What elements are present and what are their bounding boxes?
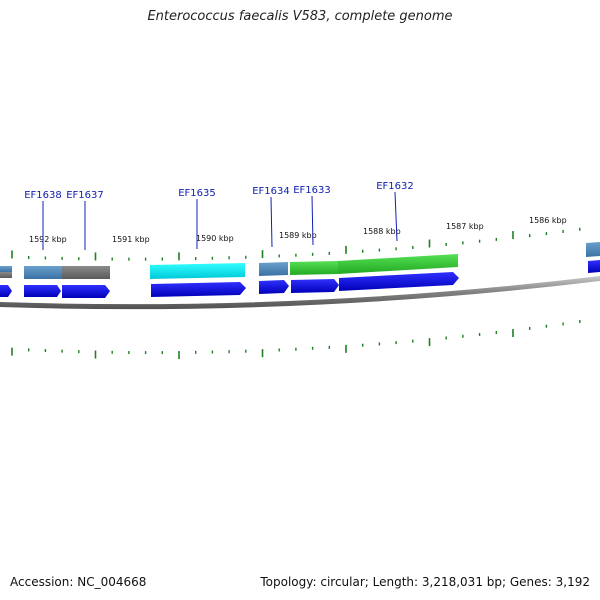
cds-arrow-track (0, 260, 600, 298)
cds-arrow-ef1633[interactable] (291, 279, 339, 293)
gene-label-ef1637[interactable]: EF1637 (66, 190, 104, 201)
gene-feature-track (0, 242, 600, 279)
tick-label-1587kbp: 1587 kbp (446, 222, 484, 231)
gene-block-ef1635[interactable] (150, 263, 245, 279)
tick-label-1589kbp: 1589 kbp (279, 231, 317, 240)
upper-tick-marks (11, 227, 581, 261)
gene-block-left-edge-gray[interactable] (0, 272, 12, 278)
genome-summary: Topology: circular; Length: 3,218,031 bp… (260, 575, 590, 589)
leader-line-ef1632 (394, 191, 398, 242)
cds-arrow-ef1635[interactable] (151, 282, 246, 297)
gene-label-ef1635[interactable]: EF1635 (178, 188, 216, 199)
cds-arrow-ef1637[interactable] (62, 285, 110, 298)
gene-block-left-edge[interactable] (0, 266, 12, 272)
genome-backbone (0, 276, 600, 310)
gene-label-ef1638[interactable]: EF1638 (24, 190, 62, 201)
cds-arrow-right-edge[interactable] (588, 260, 600, 273)
gene-block-right-edge[interactable] (586, 242, 600, 257)
accession-label: Accession: NC_004668 (10, 575, 147, 589)
gene-label-ef1632[interactable]: EF1632 (376, 181, 414, 192)
tick-label-1591kbp: 1591 kbp (112, 235, 150, 244)
tick-label-1592kbp: 1592 kbp (29, 235, 67, 244)
gene-block-ef1637[interactable] (62, 266, 110, 279)
gene-label-ef1634[interactable]: EF1634 (252, 186, 290, 197)
cds-arrow-ef1634[interactable] (259, 280, 289, 294)
gene-block-ef1633[interactable] (290, 261, 338, 275)
gene-block-ef1632[interactable] (338, 254, 458, 274)
tick-label-1588kbp: 1588 kbp (363, 227, 401, 236)
leader-line-ef1633 (311, 195, 314, 246)
genome-title: Enterococcus faecalis V583, complete gen… (147, 9, 453, 24)
lower-tick-marks (11, 320, 581, 360)
cds-arrow-ef1632[interactable] (339, 272, 459, 291)
tick-label-1586kbp: 1586 kbp (529, 216, 567, 225)
cds-arrow-ef1638[interactable] (24, 285, 61, 297)
gene-label-ef1633[interactable]: EF1633 (293, 185, 331, 196)
leader-line-ef1634 (270, 196, 273, 248)
cds-arrow-left-edge[interactable] (0, 285, 12, 297)
gene-block-ef1634[interactable] (259, 262, 288, 276)
tick-label-1590kbp: 1590 kbp (196, 234, 234, 243)
gene-block-ef1638[interactable] (24, 266, 62, 279)
